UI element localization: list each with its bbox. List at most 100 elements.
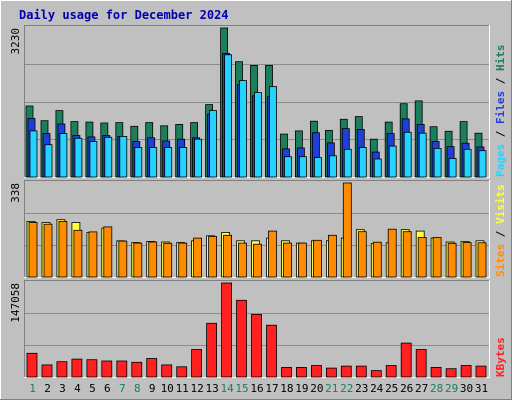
x-tick-label: 3 (59, 382, 66, 395)
x-tick-label: 14 (220, 382, 234, 395)
panel-visits-sites: 338 Sites / Visits (9, 180, 507, 278)
bar-sites (432, 237, 442, 278)
bar-kbytes (161, 364, 173, 378)
bar-pages (119, 135, 128, 178)
bar-sites (238, 242, 247, 278)
x-tick-label: 15 (235, 382, 248, 395)
bar-pages (388, 145, 397, 178)
bar-pages (328, 155, 337, 178)
bar-sites (447, 242, 457, 278)
bar-pages (313, 157, 322, 178)
bar-sites (372, 241, 382, 278)
bar-pages (448, 158, 457, 178)
bar-pages (358, 147, 367, 178)
max-value-label: 147058 (9, 283, 22, 323)
bar-pages (209, 110, 218, 178)
bar-sites (387, 228, 397, 278)
x-tick-label: 24 (370, 382, 384, 395)
bar-kbytes (475, 365, 487, 378)
bar-sites (462, 242, 472, 278)
bar-sites (103, 226, 113, 278)
bar-sites (402, 231, 412, 278)
bar-kbytes (131, 361, 143, 378)
x-tick-label: 17 (265, 382, 278, 395)
bar-kbytes (355, 365, 367, 378)
panel-hits-files-pages: 3230 Pages / Files / Hits (9, 25, 507, 178)
bar-sites (283, 242, 292, 278)
bar-kbytes (236, 299, 247, 378)
bar-kbytes (340, 365, 352, 378)
bar-pages (104, 136, 113, 178)
bar-kbytes (460, 365, 472, 378)
legend-visits: Visits (494, 184, 507, 224)
bar-sites (58, 220, 68, 278)
x-tick-label: 29 (445, 382, 458, 395)
legend-sites: Sites (494, 244, 507, 277)
bar-kbytes (101, 360, 113, 378)
chart-panels: 3230 Pages / Files / Hits 338 Sites / Visit… (9, 25, 507, 378)
bar-pages (134, 147, 143, 178)
bar-pages (284, 156, 292, 178)
bar-kbytes (415, 349, 427, 378)
bar-sites (268, 230, 277, 278)
x-tick-label: 31 (475, 382, 488, 395)
bar-sites (327, 234, 337, 278)
bar-sites (357, 231, 367, 278)
bar-kbytes (385, 365, 397, 378)
series-legend: Pages / Files / Hits (494, 45, 507, 178)
x-tick-label: 25 (385, 382, 398, 395)
bar-sites (253, 243, 262, 278)
bar-kbytes (221, 282, 233, 378)
bar-sites (133, 242, 143, 278)
bar-sites (417, 237, 427, 278)
x-tick-label: 27 (415, 382, 428, 395)
bar-pages (164, 147, 173, 178)
bar-sites (163, 242, 173, 278)
legend-separator: / (494, 71, 507, 91)
x-tick-label: 10 (161, 382, 174, 395)
bar-kbytes (370, 370, 382, 378)
bar-sites (28, 222, 38, 278)
bar-sites (312, 239, 322, 278)
max-value-label: 3230 (9, 28, 22, 55)
bar-pages (224, 54, 233, 178)
bar-sites (297, 242, 307, 278)
bar-kbytes (71, 358, 83, 378)
x-tick-label: 22 (340, 382, 353, 395)
bar-sites (73, 229, 83, 278)
series-legend: Sites / Visits (494, 184, 507, 277)
chart-title: Daily usage for December 2024 (19, 8, 229, 22)
x-tick-label: 13 (205, 382, 218, 395)
bar-kbytes (325, 367, 337, 378)
x-axis-labels: 1 2 3 4 5 6 7 8 9 10 11 12 13 14 15 16 17 18 19 20 21 22 23 24 2… (29, 382, 488, 395)
bar-pages (89, 141, 98, 178)
bar-sites (88, 231, 98, 278)
bar-sites (342, 182, 352, 278)
bar-pages (254, 92, 262, 178)
x-tick-label: 28 (430, 382, 443, 395)
x-tick-label: 5 (89, 382, 96, 395)
bar-pages (403, 131, 412, 178)
bar-pages (298, 156, 307, 178)
x-tick-label: 7 (119, 382, 126, 395)
x-tick-label: 11 (176, 382, 189, 395)
x-tick-label: 23 (355, 382, 368, 395)
x-tick-label: 26 (400, 382, 413, 395)
bar-kbytes (445, 368, 457, 378)
bar-pages (194, 138, 203, 178)
legend-hits: Hits (494, 45, 507, 72)
bar-kbytes (430, 366, 442, 378)
bar-pages (418, 132, 427, 178)
x-tick-label: 2 (44, 382, 51, 395)
x-tick-label: 16 (250, 382, 263, 395)
bar-sites (43, 223, 53, 278)
legend-files: Files (494, 91, 507, 124)
bar-kbytes (146, 358, 158, 378)
bar-sites (118, 240, 128, 278)
bar-kbytes (116, 360, 128, 378)
x-tick-label: 18 (280, 382, 293, 395)
legend-kbytes: KBytes (494, 337, 507, 377)
bar-pages (179, 147, 188, 178)
bar-pages (149, 147, 158, 178)
